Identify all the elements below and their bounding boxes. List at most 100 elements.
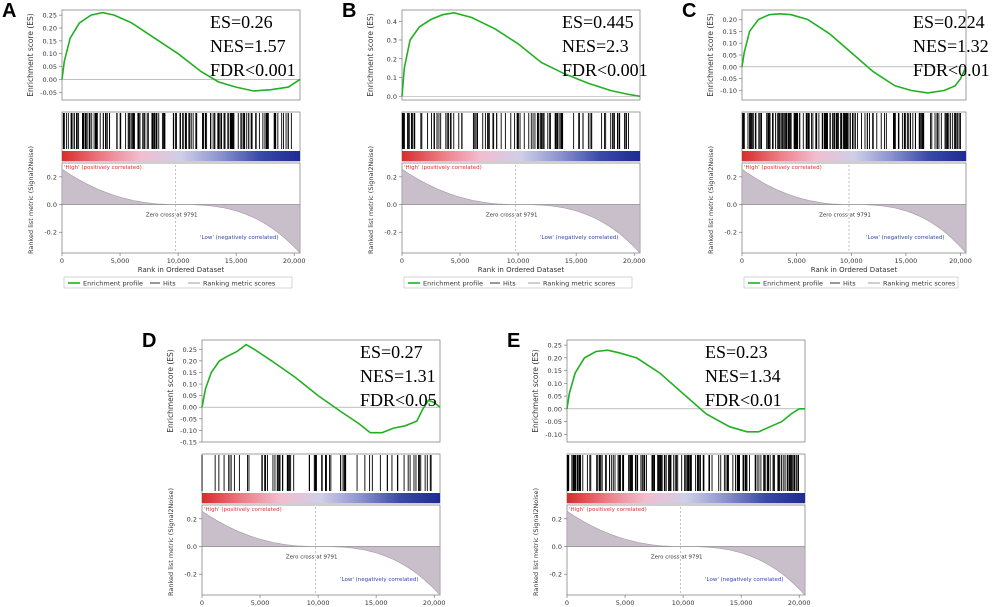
legend-es-label: Enrichment profile xyxy=(763,280,823,288)
es-y-tick-label: 0.15 xyxy=(723,28,737,36)
legend-metric-label: Ranking metric scores xyxy=(883,280,956,288)
high-label: 'High' (positively correlated) xyxy=(64,165,142,171)
es-value: ES=0.27 xyxy=(360,342,423,362)
nes-value: NES=2.3 xyxy=(562,36,629,56)
x-tick-label: 5,000 xyxy=(111,257,130,265)
stats-block: ES=0.23 NES=1.34 FDR<0.01 xyxy=(705,340,782,412)
x-axis-label: Rank in Ordered Dataset xyxy=(478,266,565,274)
panel-b: B 0.4 0.3 0.2 0.1 0.0 Enrichment score (ES) Ze… xyxy=(340,0,670,300)
es-y-tick-label: -0.10 xyxy=(180,427,197,435)
x-tick-label: 0 xyxy=(200,599,204,607)
panel-letter: C xyxy=(682,0,697,22)
fdr-value: FDR<0.01 xyxy=(705,390,782,410)
es-curve xyxy=(566,349,805,433)
legend-metric-label: Ranking metric scores xyxy=(543,280,616,288)
low-label: 'Low' (negatively correlated) xyxy=(705,577,784,583)
x-axis-label: Rank in Ordered Dataset xyxy=(138,266,225,274)
es-y-tick-label: 0.10 xyxy=(43,50,57,58)
x-tick-label: 5,000 xyxy=(616,599,635,607)
rank-gradient-bar xyxy=(402,151,640,161)
es-y-tick-label: 0.20 xyxy=(43,25,57,33)
es-y-tick-label: 0.20 xyxy=(548,354,562,362)
metric-y-tick-label: -0.2 xyxy=(384,229,397,237)
hits-group xyxy=(401,113,629,149)
x-tick-label: 5,000 xyxy=(451,257,470,265)
x-tick-label: 20,000 xyxy=(623,257,646,265)
es-y-tick-label: 0.10 xyxy=(548,380,562,388)
es-y-tick-label: 0.1 xyxy=(387,74,397,82)
x-tick-label: 0 xyxy=(400,257,404,265)
metric-y-tick-label: 0.0 xyxy=(387,201,397,209)
stats-block: ES=0.26 NES=1.57 FDR<0.001 xyxy=(210,10,296,82)
es-y-tick-label: 0.05 xyxy=(548,393,562,401)
gsea-plot: 0.4 0.3 0.2 0.1 0.0 Enrichment score (ES) Zero… xyxy=(366,9,646,289)
metric-y-tick-label: 0.0 xyxy=(47,201,57,209)
es-y-tick-label: -0.05 xyxy=(545,418,562,426)
metric-y-tick-label: 0.2 xyxy=(387,173,397,181)
x-tick-label: 15,000 xyxy=(365,599,388,607)
es-y-tick-label: 0.05 xyxy=(43,63,57,71)
high-label: 'High' (positively correlated) xyxy=(569,507,647,513)
es-y-tick-label: 0.05 xyxy=(723,52,737,60)
es-y-tick-label: 0.10 xyxy=(183,381,197,389)
metric-y-tick-label: -0.2 xyxy=(184,571,197,579)
metric-ylabel: Ranked list metric (Signal2Noise) xyxy=(532,488,540,596)
gsea-plot: 0.250.200.150.100.050.00-0.05Enrichment … xyxy=(26,9,306,289)
legend-box xyxy=(63,276,293,289)
x-tick-label: 5,000 xyxy=(787,257,806,265)
rank-gradient-bar xyxy=(62,151,300,161)
nes-value: NES=1.32 xyxy=(913,36,989,56)
zero-cross-label: Zero cross at 9791 xyxy=(146,213,198,219)
metric-y-tick-label: 0.0 xyxy=(552,543,562,551)
es-y-tick-label: -0.05 xyxy=(40,89,57,97)
es-y-tick-label: 0.00 xyxy=(183,404,197,412)
es-y-tick-label: 0.4 xyxy=(387,18,397,26)
low-label: 'Low' (negatively correlated) xyxy=(540,235,619,241)
x-axis-label: Rank in Ordered Dataset xyxy=(811,266,898,274)
es-y-tick-label: 0.15 xyxy=(183,369,197,377)
es-y-tick-label: 0.2 xyxy=(387,55,397,63)
hits-group xyxy=(742,113,961,149)
es-y-tick-label: 0.00 xyxy=(43,76,57,84)
stats-block: ES=0.445 NES=2.3 FDR<0.001 xyxy=(562,10,648,82)
legend-box xyxy=(403,276,633,289)
nes-value: NES=1.57 xyxy=(210,36,286,56)
legend-hits-label: Hits xyxy=(843,280,856,288)
x-tick-label: 10,000 xyxy=(672,599,695,607)
es-y-tick-label: 0.25 xyxy=(548,342,562,350)
es-frame xyxy=(61,9,301,101)
es-frame xyxy=(401,9,641,101)
metric-y-tick-label: 0.0 xyxy=(187,543,197,551)
fdr-value: FDR<0.01 xyxy=(913,60,990,80)
es-y-tick-label: 0.20 xyxy=(183,357,197,365)
x-tick-label: 20,000 xyxy=(949,257,972,265)
rank-gradient-bar xyxy=(567,493,805,503)
hits-group xyxy=(201,455,432,491)
nes-value: NES=1.31 xyxy=(360,366,436,386)
gsea-plot: 0.200.150.100.050.00-0.05-0.10Enrichment… xyxy=(706,9,972,289)
es-y-tick-label: 0.25 xyxy=(183,346,197,354)
x-tick-label: 0 xyxy=(565,599,569,607)
high-label: 'High' (positively correlated) xyxy=(204,507,282,513)
es-ylabel: Enrichment score (ES) xyxy=(166,349,175,432)
x-tick-label: 20,000 xyxy=(283,257,306,265)
x-tick-label: 10,000 xyxy=(840,257,863,265)
gsea-plot: 0.250.200.150.100.050.00-0.05-0.10-0.15E… xyxy=(166,339,446,607)
legend-hits-label: Hits xyxy=(163,280,176,288)
metric-y-tick-label: 0.0 xyxy=(727,201,737,209)
es-y-tick-label: 0.3 xyxy=(387,37,397,45)
metric-ylabel: Ranked list metric (Signal2Noise) xyxy=(27,146,35,254)
es-y-tick-label: 0.10 xyxy=(723,40,737,48)
es-y-tick-label: -0.05 xyxy=(180,415,197,423)
metric-y-tick-label: 0.2 xyxy=(47,173,57,181)
metric-y-tick-label: -0.2 xyxy=(44,229,57,237)
metric-y-tick-label: 0.2 xyxy=(552,515,562,523)
x-tick-label: 10,000 xyxy=(507,257,530,265)
x-tick-label: 10,000 xyxy=(307,599,330,607)
es-y-tick-label: -0.10 xyxy=(720,87,737,95)
es-curve xyxy=(61,11,301,92)
es-y-tick-label: 0.15 xyxy=(548,367,562,375)
metric-ylabel: Ranked list metric (Signal2Noise) xyxy=(167,488,175,596)
high-label: 'High' (positively correlated) xyxy=(404,165,482,171)
metric-ylabel: Ranked list metric (Signal2Noise) xyxy=(707,146,715,254)
